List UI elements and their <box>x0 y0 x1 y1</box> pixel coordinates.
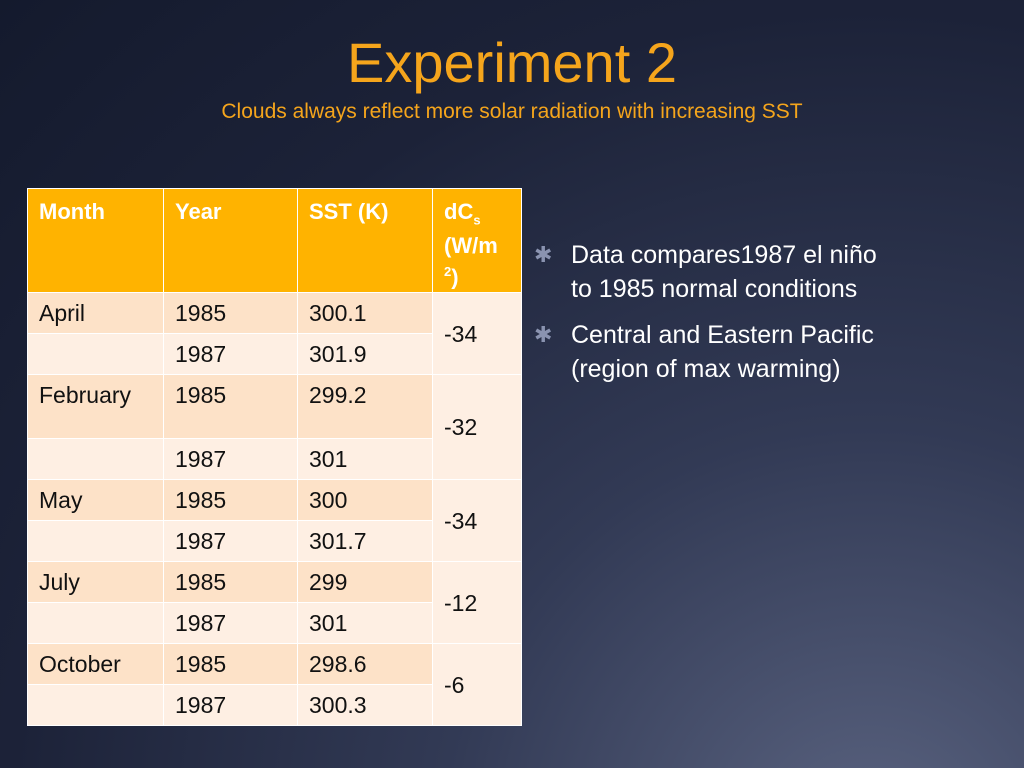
cell-month: February <box>27 374 164 439</box>
header-dcs-sup: 2 <box>444 264 452 280</box>
asterisk-bullet-icon: ✱ <box>534 242 553 267</box>
cell-month: July <box>27 561 164 603</box>
table-row: February 1985 299.2 -32 <box>27 374 522 480</box>
cell-sst: 301 <box>297 438 433 480</box>
cell-year: 1985 <box>163 479 298 521</box>
cell-month: October <box>27 643 164 685</box>
cell-dcs: -34 <box>432 292 522 375</box>
table-row: May 1985 300 -34 <box>27 479 522 562</box>
cell-sst: 298.6 <box>297 643 433 685</box>
cell-month: April <box>27 292 164 334</box>
cell-year: 1987 <box>163 684 298 726</box>
cell-year: 1987 <box>163 602 298 644</box>
header-dcs: dCs (W/m 2) <box>432 188 522 293</box>
header-year: Year <box>163 188 298 293</box>
cell-year: 1985 <box>163 292 298 334</box>
cell-year: 1985 <box>163 561 298 603</box>
cell-year: 1985 <box>163 643 298 685</box>
table-row: July 1985 299 -12 <box>27 561 522 644</box>
table-row: October 1985 298.6 -6 <box>27 643 522 726</box>
cell-dcs: -32 <box>432 374 522 480</box>
cell-month <box>27 520 164 562</box>
table-header-row: Month Year SST (K) dCs (W/m 2) <box>27 188 522 293</box>
cell-month <box>27 684 164 726</box>
slide-subtitle: Clouds always reflect more solar radiati… <box>221 100 803 123</box>
cell-sst: 300.3 <box>297 684 433 726</box>
header-month: Month <box>27 188 164 293</box>
bullet-item: ✱ Data compares1987 el niño to 1985 norm… <box>534 238 904 306</box>
table-row: 1987 300.3 <box>27 684 522 726</box>
cell-sst: 299 <box>297 561 433 603</box>
cell-dcs: -34 <box>432 479 522 562</box>
header-dcs-sub: s <box>473 212 481 228</box>
header-sst: SST (K) <box>297 188 433 293</box>
bullet-item: ✱ Central and Eastern Pacific (region of… <box>534 318 904 386</box>
table-row: April 1985 300.1 -34 <box>27 292 522 375</box>
cell-month <box>27 602 164 644</box>
asterisk-bullet-icon: ✱ <box>534 322 553 347</box>
cell-dcs: -6 <box>432 643 522 726</box>
cell-sst: 301 <box>297 602 433 644</box>
cell-year: 1985 <box>163 374 298 439</box>
header-dcs-unit: (W/m <box>444 233 498 259</box>
table-row: 1987 301 <box>27 438 522 480</box>
bullet-list: ✱ Data compares1987 el niño to 1985 norm… <box>534 238 904 398</box>
cell-year: 1987 <box>163 438 298 480</box>
table-row: 1987 301 <box>27 602 522 644</box>
bullet-text: Data compares1987 el niño to 1985 normal… <box>571 241 877 303</box>
header-dcs-close: ) <box>451 264 459 290</box>
cell-year: 1987 <box>163 333 298 375</box>
cell-sst: 301.7 <box>297 520 433 562</box>
slide-title: Experiment 2 <box>347 31 677 94</box>
cell-sst: 301.9 <box>297 333 433 375</box>
cell-month <box>27 438 164 480</box>
header-dcs-main: dC <box>444 199 474 224</box>
cell-month: May <box>27 479 164 521</box>
bullet-text: Central and Eastern Pacific (region of m… <box>571 321 874 383</box>
data-table: Month Year SST (K) dCs (W/m 2) April 1985 … <box>27 188 522 726</box>
cell-sst: 299.2 <box>297 374 433 439</box>
table-row: 1987 301.9 <box>27 333 522 375</box>
cell-month <box>27 333 164 375</box>
cell-sst: 300.1 <box>297 292 433 334</box>
cell-year: 1987 <box>163 520 298 562</box>
cell-sst: 300 <box>297 479 433 521</box>
cell-dcs: -12 <box>432 561 522 644</box>
